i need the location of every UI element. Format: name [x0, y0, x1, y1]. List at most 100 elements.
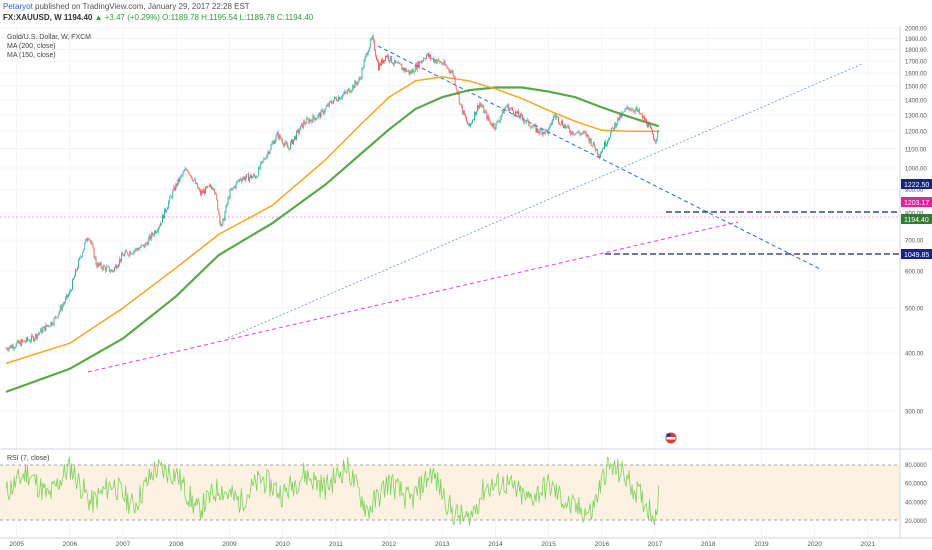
candle-body [17, 340, 19, 344]
price-tick-label: 400.00 [905, 352, 924, 358]
candle-body [56, 317, 58, 318]
candle-body [137, 249, 139, 251]
candle-body [391, 56, 393, 63]
candle-body [153, 230, 155, 236]
candle-body [326, 104, 328, 107]
candle-body [20, 339, 22, 346]
price-candles[interactable] [5, 34, 660, 353]
time-tick-label: 2009 [222, 541, 237, 548]
candle-body [190, 175, 192, 179]
candle-body [175, 183, 177, 191]
candle-body [558, 117, 559, 123]
ma-150-line[interactable] [5, 76, 659, 365]
candle-body [12, 345, 14, 349]
candle-body [110, 269, 112, 272]
candle-body [573, 134, 575, 135]
legend-ma150[interactable]: MA (150, close) [7, 52, 56, 59]
candle-body [632, 109, 634, 112]
candle-body [138, 248, 140, 251]
candle-body [81, 256, 83, 258]
candle-body [260, 162, 262, 169]
rsi-tick-label: 20.0000 [905, 519, 927, 525]
candle-body [286, 144, 288, 148]
price-tick-label: 1000.00 [905, 167, 927, 173]
rsi-line[interactable] [5, 456, 660, 526]
time-tick-label: 2015 [541, 541, 556, 548]
candle-body [553, 115, 555, 116]
candle-body [539, 128, 541, 134]
candle-body [498, 121, 500, 123]
price-tick-label: 1100.00 [905, 147, 927, 153]
candle-body [579, 133, 581, 135]
chart-header: Petaryot published on TradingView.com, J… [0, 0, 932, 26]
candle-body [302, 123, 304, 128]
candle-body [6, 348, 8, 350]
candle-body [605, 141, 606, 146]
candle-body [378, 61, 379, 71]
candle-body [212, 187, 214, 189]
candle-body [560, 123, 561, 125]
candle-body [547, 129, 549, 134]
candle-body [504, 107, 506, 110]
symbol-prefix: FX:XAUUSD, W 1194.40 [3, 13, 93, 22]
candle-body [243, 177, 245, 181]
ma-200-line[interactable] [5, 86, 660, 393]
candle-body [612, 127, 614, 129]
candle-body [221, 224, 223, 227]
candle-body [151, 232, 153, 235]
candle-body [234, 186, 236, 188]
legend-ma200[interactable]: MA (200, close) [7, 43, 56, 50]
candle-body [416, 61, 418, 70]
candle-body [201, 191, 202, 195]
candle-body [542, 132, 544, 135]
price-label-1222: 1222.50 [901, 179, 932, 189]
candle-body [465, 117, 467, 122]
candle-body [274, 140, 276, 144]
candle-body [474, 112, 475, 120]
candle-body [290, 142, 291, 150]
candle-body [561, 121, 562, 125]
candle-body [501, 109, 503, 116]
candle-body [519, 115, 520, 118]
candle-body [482, 105, 484, 107]
candle-body [94, 257, 96, 258]
blue-dotted-uptrend-line[interactable] [227, 63, 863, 339]
candle-body [267, 151, 269, 156]
candle-body [455, 85, 457, 89]
candle-body [63, 302, 65, 304]
candle-body [515, 111, 516, 116]
candle-body [296, 131, 297, 140]
flag-icon[interactable] [665, 432, 677, 444]
candle-body [184, 168, 186, 172]
candle-body [242, 177, 244, 179]
candle-body [165, 208, 166, 212]
candle-body [552, 115, 554, 121]
candle-body [364, 56, 366, 61]
candle-body [75, 269, 76, 276]
candle-body [524, 121, 526, 123]
candle-body [366, 53, 368, 55]
trendlines [0, 45, 900, 373]
candle-body [164, 208, 165, 219]
blue-downtrend-line[interactable] [377, 45, 823, 271]
rsi-legend[interactable]: RSI (7, close) [7, 455, 49, 462]
author-link[interactable]: Petaryot [3, 2, 33, 11]
candle-body [641, 113, 643, 119]
candle-body [84, 242, 86, 249]
time-axis[interactable]: 2005 2006 2007 2008 2009 2010 2011 2012 2013 2014… [9, 541, 875, 548]
candle-body [227, 197, 229, 204]
candle-body [82, 252, 84, 257]
time-tick-label: 2020 [807, 541, 822, 548]
candle-body [37, 334, 39, 339]
candle-body [363, 60, 365, 69]
price-axis[interactable]: 300.00400.00500.00600.00700.00800.00900.… [905, 27, 927, 416]
magenta-support-line[interactable] [87, 221, 739, 373]
candle-body [239, 179, 241, 180]
candle-body [615, 123, 617, 127]
candle-body [255, 176, 257, 179]
candle-body [149, 235, 151, 240]
candle-body [60, 306, 62, 310]
candle-body [128, 254, 130, 256]
candle-body [609, 137, 611, 140]
